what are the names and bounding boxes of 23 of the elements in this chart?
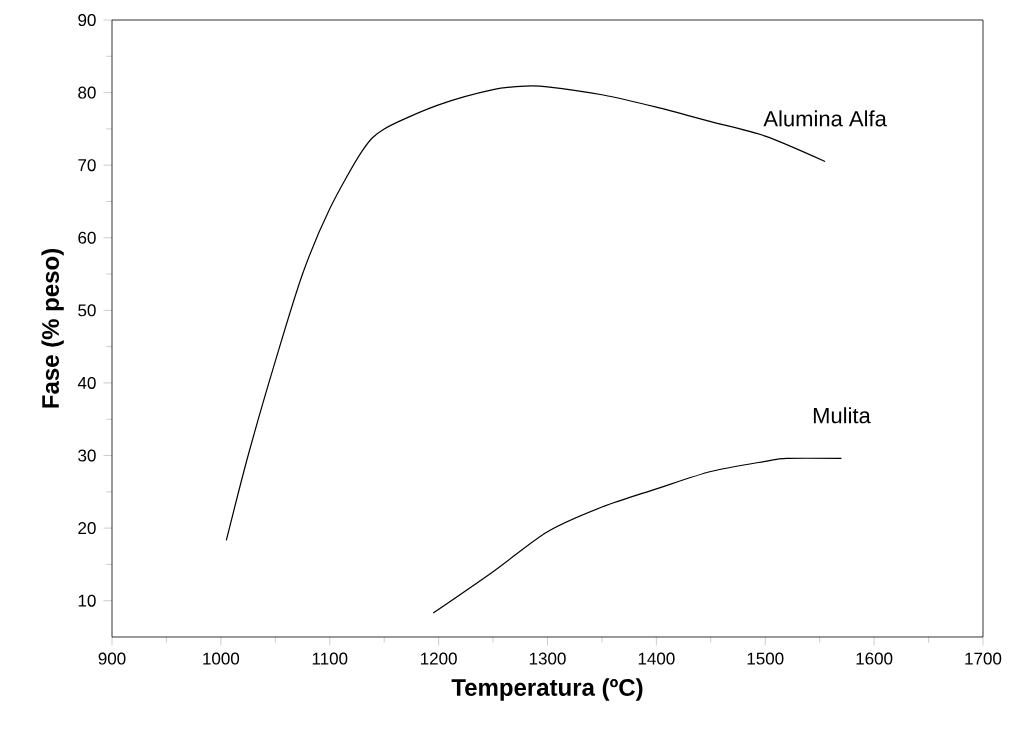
y-axis-title: Fase (% peso) [41, 249, 64, 408]
x-tick-label: 1400 [638, 652, 675, 665]
y-tick-label: 70 [78, 159, 96, 172]
x-tick-label: 1700 [965, 652, 1002, 665]
x-tick-label: 1300 [529, 652, 566, 665]
series-label: Alumina Alfa [763, 110, 887, 127]
y-tick-label: 20 [78, 522, 96, 535]
x-axis-title: Temperatura (ºC) [451, 678, 643, 701]
y-tick-label: 40 [77, 376, 96, 389]
line-series [432, 457, 843, 614]
y-tick-label: 60 [78, 231, 96, 244]
x-tick-label: 1000 [203, 652, 240, 665]
y-tick-label: 10 [78, 594, 96, 607]
x-tick-label: 1500 [747, 652, 784, 665]
y-tick-label: 30 [78, 449, 96, 462]
y-tick-label: 50 [78, 304, 96, 317]
x-tick-label: 1100 [312, 652, 348, 665]
x-tick-label: 1200 [421, 652, 457, 665]
x-tick-label: 1600 [856, 652, 893, 665]
series-label: Mulita [813, 407, 871, 424]
y-tick-label: 90 [78, 14, 96, 27]
x-tick-label: 900 [98, 652, 126, 665]
y-tick-label: 80 [78, 86, 96, 99]
